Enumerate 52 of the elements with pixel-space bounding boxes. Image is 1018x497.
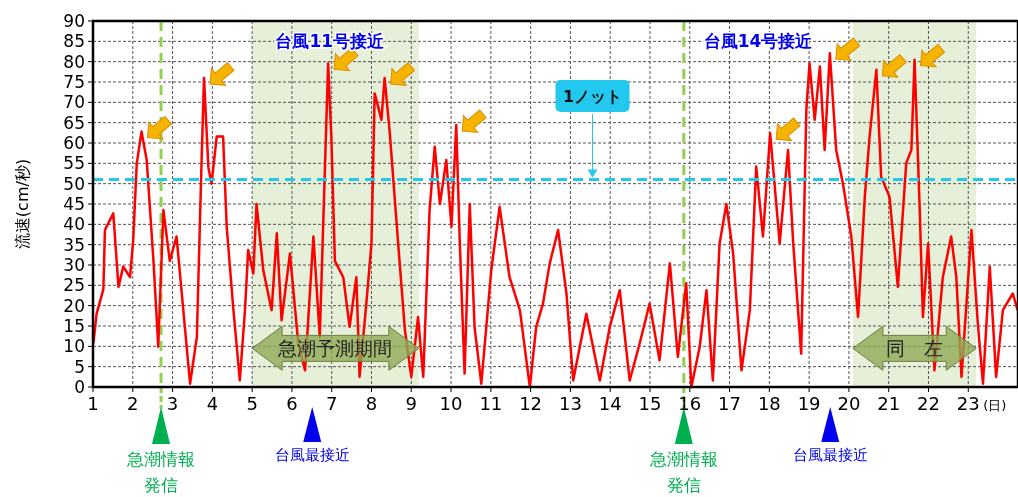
x-tick-label: 15 bbox=[638, 393, 662, 414]
x-tick-label: 23 bbox=[956, 393, 980, 414]
band-label: 同 左 bbox=[886, 337, 944, 360]
y-tick-label: 65 bbox=[63, 112, 85, 133]
x-tick-label: 5 bbox=[246, 393, 258, 414]
y-tick-label: 60 bbox=[63, 133, 85, 153]
x-axis-title: (日) bbox=[983, 398, 1007, 413]
y-tick-label: 5 bbox=[74, 356, 85, 377]
x-tick-label: 1 bbox=[87, 393, 99, 414]
x-tick-label: 11 bbox=[479, 393, 503, 414]
y-tick-label: 80 bbox=[63, 51, 85, 72]
x-tick-label: 22 bbox=[917, 393, 940, 414]
ref-line-label: 1ノット bbox=[562, 87, 623, 106]
x-tick-label: 18 bbox=[757, 393, 781, 414]
y-tick-label: 45 bbox=[63, 194, 85, 214]
y-tick-label: 85 bbox=[63, 31, 85, 52]
x-tick-label: 2 bbox=[127, 393, 139, 414]
text: 台風最接近 bbox=[792, 446, 868, 464]
x-tick-label: 9 bbox=[405, 393, 418, 414]
y-axis-title: 流速(cm/秒) bbox=[13, 158, 32, 250]
text: 急潮情報発信 bbox=[126, 449, 196, 495]
y-tick-label: 15 bbox=[63, 316, 85, 336]
y-tick-label: 25 bbox=[63, 275, 85, 296]
y-tick-label: 70 bbox=[63, 92, 85, 113]
y-tick-label: 20 bbox=[63, 295, 85, 316]
x-tick-label: 19 bbox=[797, 393, 821, 414]
x-tick-label: 17 bbox=[718, 393, 742, 414]
x-tick-label: 20 bbox=[837, 393, 861, 414]
band-label: 急潮予測期間 bbox=[277, 337, 393, 360]
y-tick-label: 0 bbox=[74, 377, 85, 397]
y-tick-label: 30 bbox=[63, 255, 85, 275]
y-tick-label: 10 bbox=[63, 336, 85, 357]
x-tick-label: 12 bbox=[519, 393, 543, 414]
y-tick-label: 40 bbox=[63, 214, 85, 235]
y-tick-label: 50 bbox=[63, 173, 85, 194]
x-tick-label: 4 bbox=[206, 393, 219, 414]
y-tick-label: 35 bbox=[63, 234, 85, 255]
x-tick-label: 8 bbox=[365, 393, 378, 414]
y-tick-label: 55 bbox=[63, 153, 85, 174]
x-tick-label: 16 bbox=[678, 393, 702, 414]
y-tick-label: 75 bbox=[63, 72, 85, 92]
x-tick-label: 13 bbox=[558, 393, 582, 414]
annotation: 台風11号接近 bbox=[275, 31, 386, 51]
x-tick-label: 14 bbox=[598, 393, 622, 414]
x-tick-label: 21 bbox=[877, 393, 901, 414]
x-tick-label: 7 bbox=[325, 393, 338, 414]
text: 急潮情報発信 bbox=[648, 449, 718, 495]
x-tick-label: 6 bbox=[286, 393, 298, 414]
y-tick-label: 90 bbox=[63, 11, 85, 31]
text: 台風最接近 bbox=[274, 446, 350, 464]
x-tick-label: 10 bbox=[439, 393, 463, 414]
x-tick-label: 3 bbox=[166, 393, 179, 414]
